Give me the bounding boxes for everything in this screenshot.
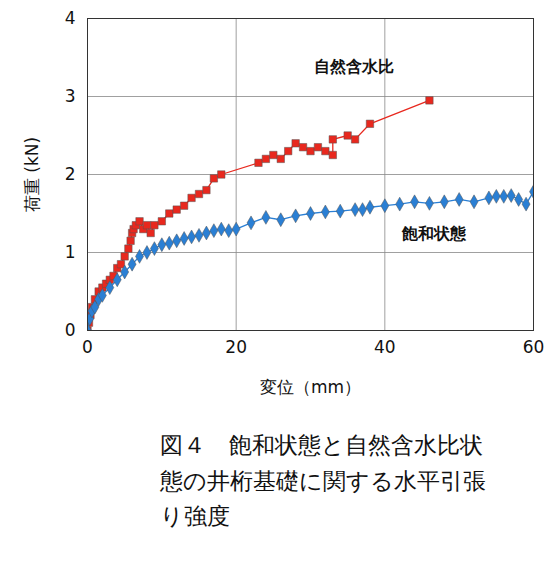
svg-text:3: 3 (65, 86, 76, 106)
html-text:図４ 飽和状態と自然含水比状態の井桁基礎に関する水平引張り強: 図４ 飽和状態と自然含水比状態の井桁基礎に関する水平引張り強度 (160, 432, 486, 530)
svg-text:0: 0 (65, 320, 76, 340)
svg-text:変位（mm）: 変位（mm） (260, 377, 361, 397)
svg-text:40: 40 (374, 337, 396, 357)
svg-text:0: 0 (82, 337, 93, 357)
svg-text:1: 1 (65, 242, 76, 262)
svg-text:荷重 (kN): 荷重 (kN) (22, 137, 42, 212)
svg-text:60: 60 (523, 337, 545, 357)
svg-text:飽和状態: 飽和状態 (401, 224, 467, 243)
svg-text:4: 4 (65, 8, 76, 28)
svg-text:自然含水比: 自然含水比 (314, 57, 394, 76)
svg-text:20: 20 (225, 337, 247, 357)
svg-text:2: 2 (65, 164, 76, 184)
